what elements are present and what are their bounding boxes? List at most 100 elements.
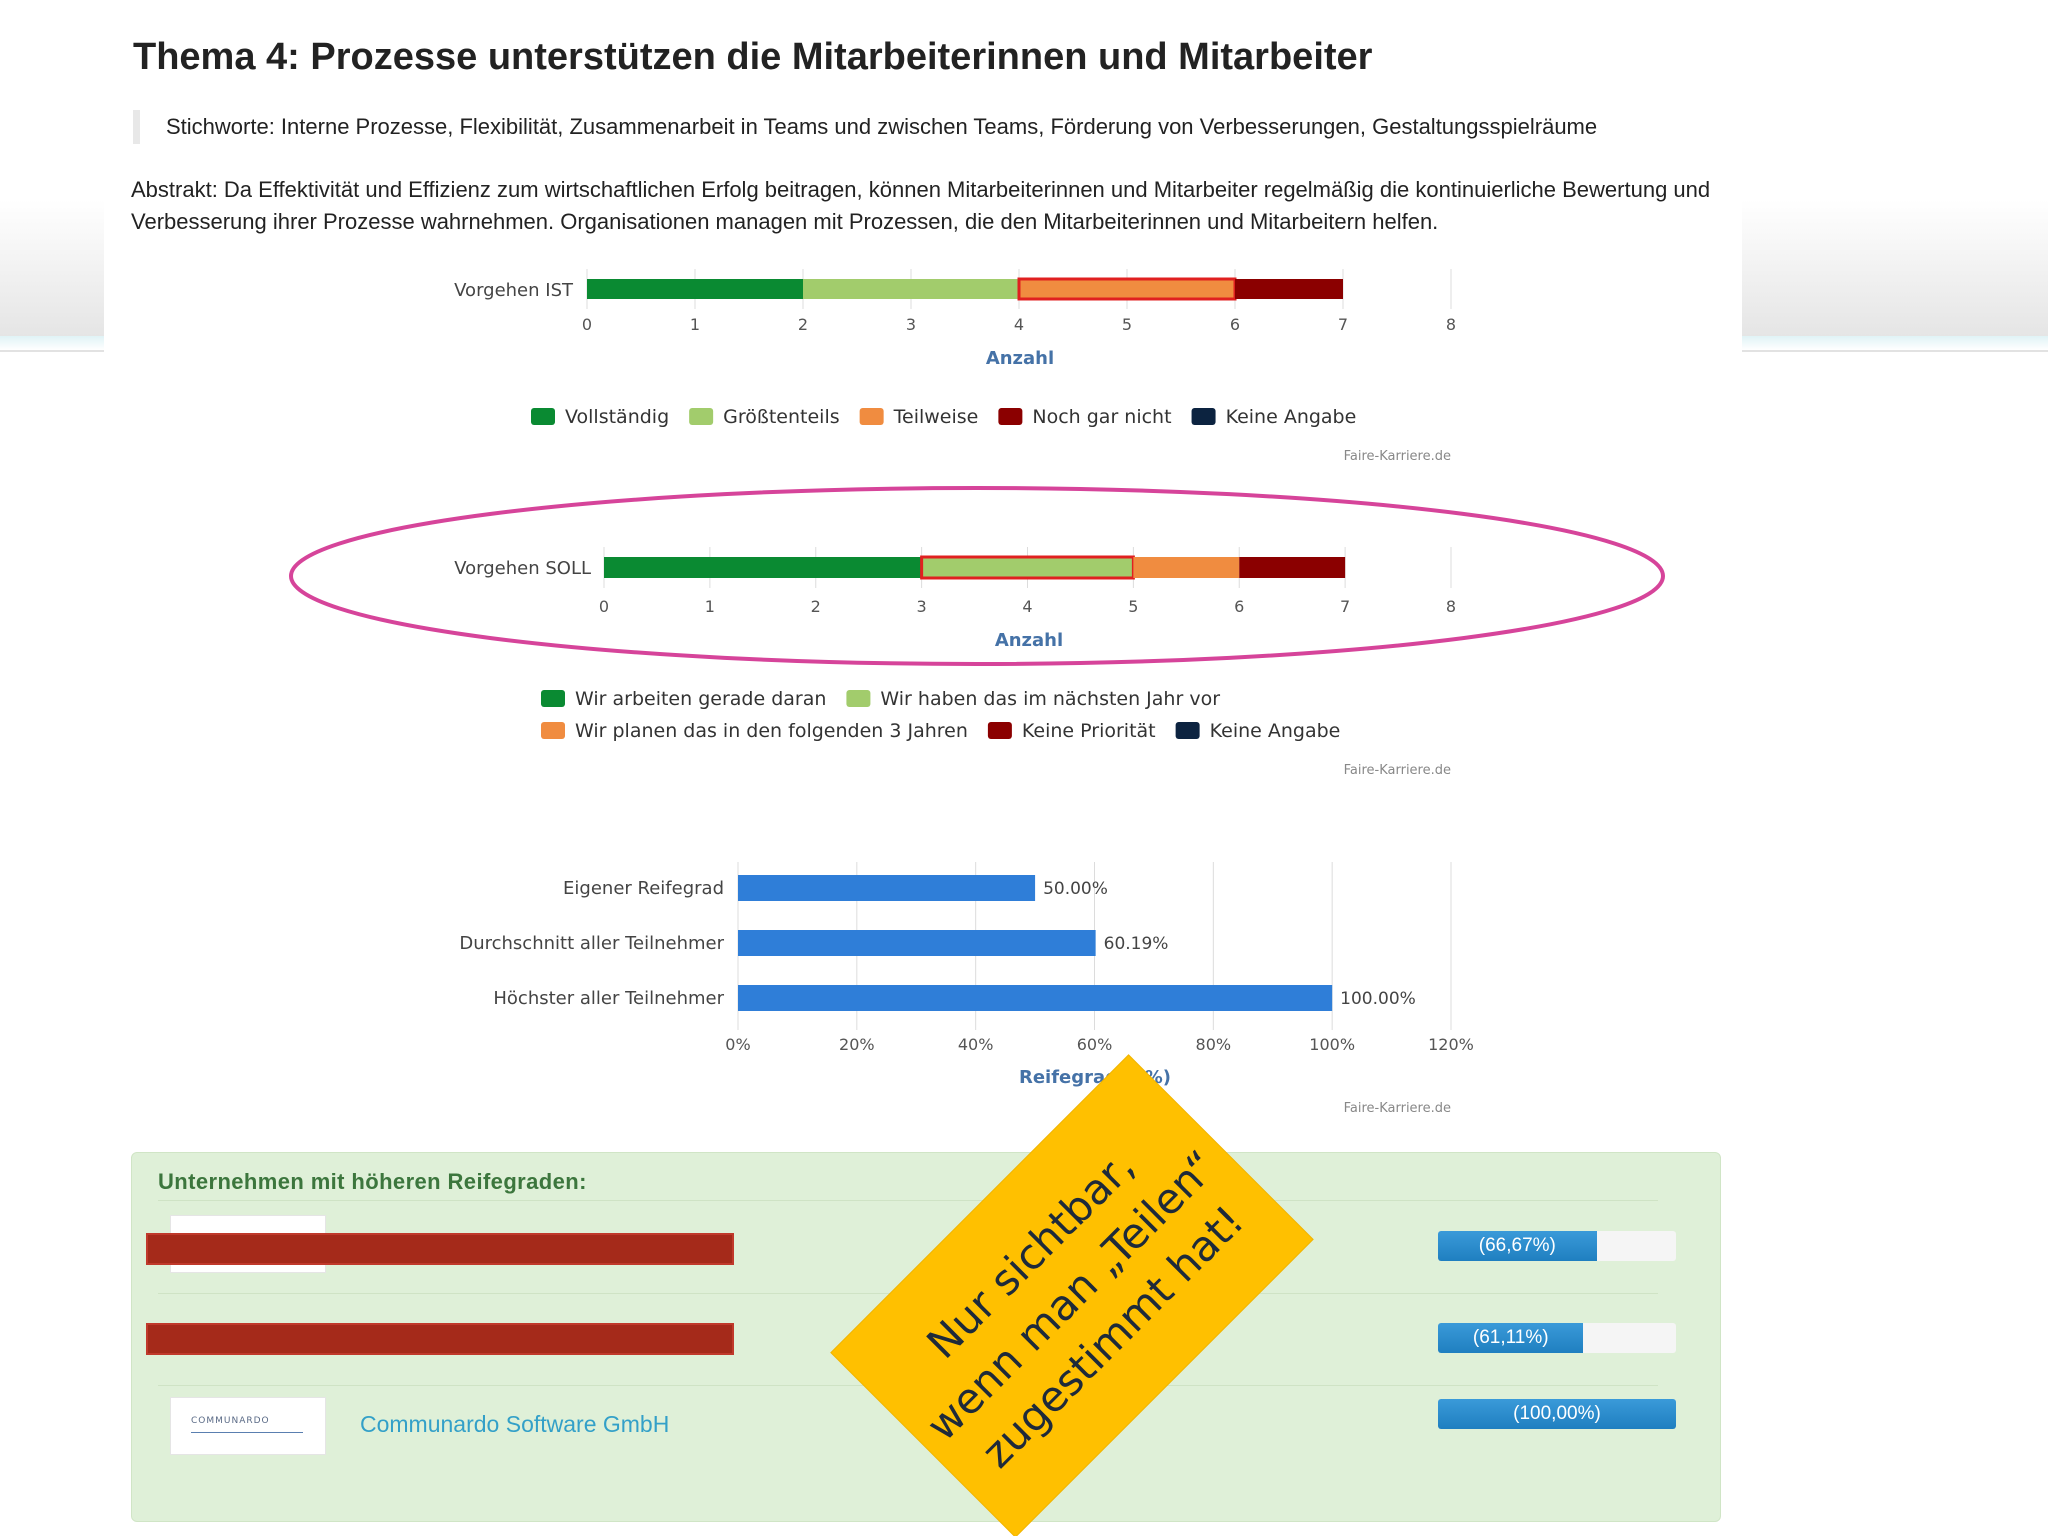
- legend-item: Noch gar nicht: [1032, 406, 1171, 428]
- legend-item: Wir planen das in den folgenden 3 Jahren: [575, 720, 968, 742]
- tick-label: 5: [1128, 597, 1138, 616]
- chart-legend: Wir arbeiten gerade daran Wir haben das i…: [541, 688, 1340, 742]
- chart-category-labels: Eigener Reifegrad Durchschnitt aller Teil…: [459, 878, 724, 1009]
- tick-label: 1: [690, 315, 700, 334]
- tick-label: 1: [705, 597, 715, 616]
- bar-segment-1: [587, 279, 803, 299]
- chart-category-label: Vorgehen SOLL: [454, 558, 591, 579]
- tick-label: 20%: [839, 1035, 875, 1054]
- company-progress-fill: (66,67%): [1438, 1231, 1597, 1261]
- keywords-blockquote: Stichworte: Interne Prozesse, Flexibilit…: [133, 110, 1597, 144]
- legend-swatch: [998, 408, 1023, 425]
- company-progress-bar: (100,00%): [1438, 1399, 1676, 1429]
- bar-segment-1: [604, 557, 922, 578]
- chart-ticks: 0% 20% 40% 60% 80% 100% 120%: [725, 1035, 1474, 1054]
- chart-xlabel: Anzahl: [986, 348, 1054, 369]
- communardo-logo-text: COMMUNARDO: [191, 1416, 270, 1426]
- tick-label: 120%: [1428, 1035, 1474, 1054]
- chart-reifegrad: Eigener Reifegrad Durchschnitt aller Teil…: [459, 862, 1474, 1116]
- legend-item: Vollständig: [565, 406, 669, 428]
- highlight-ellipse: [289, 486, 1665, 666]
- legend-swatch: [689, 408, 714, 425]
- bar-1: [738, 875, 1036, 901]
- tick-label: 2: [811, 597, 821, 616]
- legend-swatch: [1191, 408, 1216, 425]
- company-row-1[interactable]: (66,67%): [146, 1215, 1698, 1285]
- chart-ticks: 0 1 2 3 4 5 6 7 8: [599, 597, 1456, 616]
- tick-label: 80%: [1196, 1035, 1232, 1054]
- tick-label: 6: [1234, 597, 1244, 616]
- redaction-bar: [146, 1233, 734, 1265]
- bar-segment-3: [1017, 277, 1237, 301]
- tick-label: 40%: [958, 1035, 994, 1054]
- company-progress-fill: (100,00%): [1438, 1399, 1676, 1429]
- data-label: 60.19%: [1104, 934, 1169, 954]
- category-label: Eigener Reifegrad: [563, 878, 724, 899]
- chart-bars: [604, 555, 1346, 580]
- bar-segment-2: [803, 279, 1019, 299]
- chart-vorgehen-soll: Vorgehen SOLL 0 1 2 3 4 5 6 7 8 Anzahl Wir arbei…: [289, 486, 1665, 778]
- company-progress-bar: (61,11%): [1438, 1323, 1676, 1353]
- tick-label: 8: [1446, 315, 1456, 334]
- chart-credit[interactable]: Faire-Karriere.de: [1344, 449, 1451, 464]
- tick-label: 3: [906, 315, 916, 334]
- legend-item: Keine Angabe: [1226, 406, 1357, 428]
- legend-swatch: [987, 722, 1012, 739]
- chart-vorgehen-ist: Vorgehen IST 0 1 2 3 4 5 6 7 8 Anzahl Vollständi…: [454, 269, 1456, 464]
- tick-label: 5: [1122, 315, 1132, 334]
- category-label: Höchster aller Teilnehmer: [493, 988, 724, 1009]
- bar-2: [738, 930, 1096, 956]
- companies-title: Unternehmen mit höheren Reifegraden:: [158, 1169, 587, 1194]
- logo-underline: [191, 1432, 303, 1433]
- legend-item: Wir arbeiten gerade daran: [575, 688, 826, 710]
- chart-xlabel: Anzahl: [995, 630, 1063, 651]
- legend-item: Teilweise: [893, 406, 979, 428]
- company-row-2[interactable]: (61,11%): [146, 1305, 1698, 1375]
- company-logo: COMMUNARDO: [170, 1397, 326, 1455]
- company-progress-fill: (61,11%): [1438, 1323, 1584, 1353]
- page-title: Thema 4: Prozesse unterstützen die Mitar…: [133, 36, 1373, 78]
- legend-swatch: [541, 722, 565, 739]
- legend-swatch: [531, 408, 555, 425]
- chart-ticks: 0 1 2 3 4 5 6 7 8: [582, 315, 1456, 334]
- bar-segment-4: [1239, 557, 1346, 578]
- tick-label: 0%: [725, 1035, 750, 1054]
- bar-3: [738, 985, 1333, 1011]
- chart-bars: [587, 277, 1343, 301]
- tick-label: 60%: [1077, 1035, 1113, 1054]
- legend-swatch: [1175, 722, 1200, 739]
- chart-category-label: Vorgehen IST: [454, 280, 574, 301]
- tick-label: 3: [917, 597, 927, 616]
- data-label: 100.00%: [1340, 989, 1416, 1009]
- tick-label: 6: [1230, 315, 1240, 334]
- company-link-communardo[interactable]: Communardo Software GmbH: [360, 1411, 670, 1437]
- legend-swatch: [541, 690, 565, 707]
- chart-credit[interactable]: Faire-Karriere.de: [1344, 1101, 1451, 1116]
- tick-label: 8: [1446, 597, 1456, 616]
- legend-item: Keine Angabe: [1210, 720, 1341, 742]
- legend-swatch: [859, 408, 884, 425]
- abstract-text: Abstrakt: Da Effektivität und Effizienz …: [131, 177, 1711, 234]
- company-row-3[interactable]: COMMUNARDO Communardo Software GmbH (100…: [158, 1397, 1698, 1467]
- legend-swatch: [846, 690, 871, 707]
- tick-label: 2: [798, 315, 808, 334]
- bar-segment-3: [1133, 557, 1240, 578]
- chart-bars: 50.00% 60.19% 100.00%: [738, 875, 1416, 1011]
- tick-label: 4: [1014, 315, 1024, 334]
- bar-segment-2: [920, 555, 1135, 580]
- company-progress-bar: (66,67%): [1438, 1231, 1676, 1261]
- legend-item: Größtenteils: [723, 406, 840, 428]
- chart-legend: Vollständig Größtenteils Teilweise Noch gar…: [531, 406, 1356, 428]
- redaction-bar: [146, 1323, 734, 1355]
- tick-label: 4: [1022, 597, 1032, 616]
- legend-item: Keine Priorität: [1022, 720, 1156, 742]
- bar-segment-4: [1235, 279, 1343, 299]
- tick-label: 7: [1340, 597, 1350, 616]
- divider: [158, 1200, 1658, 1201]
- tick-label: 0: [582, 315, 592, 334]
- category-label: Durchschnitt aller Teilnehmer: [459, 933, 724, 954]
- chart-credit[interactable]: Faire-Karriere.de: [1344, 763, 1451, 778]
- tick-label: 7: [1338, 315, 1348, 334]
- tick-label: 0: [599, 597, 609, 616]
